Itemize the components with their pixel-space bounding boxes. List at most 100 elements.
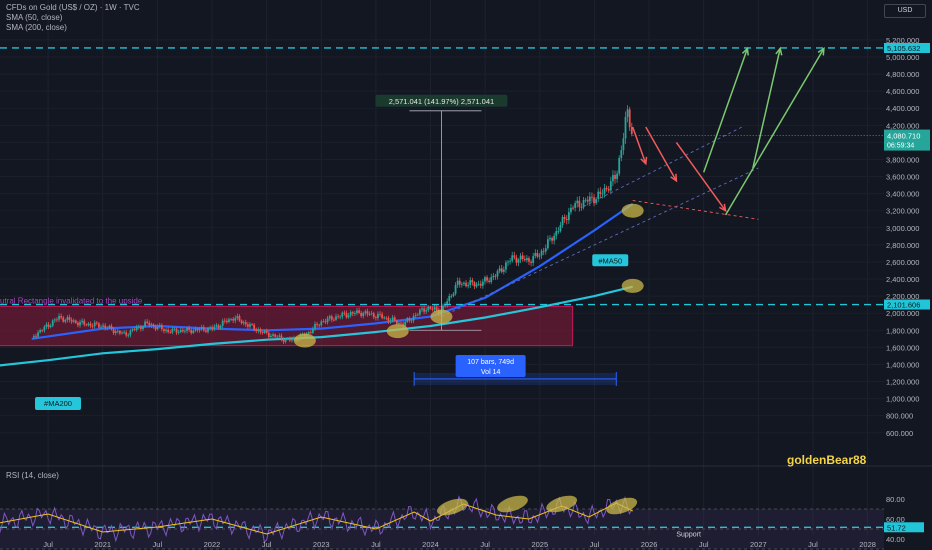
- candle-body: [194, 328, 197, 331]
- x-tick-label: 2023: [313, 540, 330, 549]
- candle-body: [412, 315, 415, 321]
- candle-body: [146, 321, 149, 323]
- candle-body: [221, 320, 224, 326]
- currency-button[interactable]: USD: [884, 4, 926, 18]
- sma200-legend: SMA (200, close): [6, 23, 67, 32]
- candle-body: [125, 332, 128, 336]
- candle-body: [576, 200, 579, 204]
- candle-body: [460, 283, 463, 285]
- rsi-band: [0, 509, 884, 549]
- projection-down-arrow: [631, 126, 647, 165]
- candle-body: [87, 323, 90, 326]
- y-tick-label: 5,200.000: [886, 36, 919, 45]
- candle-body: [108, 325, 111, 328]
- candle-body: [309, 331, 312, 333]
- candle-body: [486, 277, 488, 281]
- candle-body: [341, 312, 344, 317]
- candle-body: [580, 207, 583, 208]
- candle-body: [469, 280, 472, 286]
- candle-body: [345, 313, 348, 318]
- candle-body: [209, 327, 212, 328]
- candle-body: [337, 316, 339, 318]
- candle-body: [450, 295, 453, 297]
- candle-body: [95, 322, 98, 324]
- y-tick-label: 2,800.000: [886, 241, 919, 250]
- candle-body: [408, 318, 411, 321]
- candle-body: [628, 109, 631, 128]
- candle-body: [272, 334, 274, 336]
- projection-up-arrow-head: [741, 46, 749, 56]
- ma200-tag: [35, 397, 81, 410]
- x-tick-label: Jul: [371, 540, 381, 549]
- sma200-line: [0, 285, 633, 367]
- candle-body: [498, 268, 501, 272]
- candle-body: [181, 329, 184, 332]
- rsi-panel: Support: [0, 495, 884, 550]
- candle-body: [51, 320, 54, 326]
- price-series: [32, 105, 633, 344]
- candle-body: [70, 319, 73, 322]
- candle-body: [607, 188, 610, 191]
- projection-down-arrow-head: [670, 173, 678, 183]
- candle-body: [410, 320, 413, 322]
- candle-body: [43, 326, 46, 331]
- candle-body: [586, 199, 589, 202]
- candle-body: [427, 306, 430, 311]
- candle-body: [593, 197, 595, 204]
- candle-body: [230, 318, 232, 320]
- candle-body: [32, 335, 35, 338]
- candle-body: [144, 321, 146, 327]
- x-tick-label: 2022: [204, 540, 221, 549]
- x-tick-label: 2021: [94, 540, 111, 549]
- rsi-legend: RSI (14, close): [6, 471, 59, 480]
- candle-body: [507, 261, 509, 263]
- candle-body: [536, 253, 539, 257]
- current-price-label: 4,080.710: [887, 132, 920, 141]
- projection-up-arrow: [752, 48, 781, 169]
- y-tick-label: 1,600.000: [886, 343, 919, 352]
- candle-body: [236, 316, 239, 319]
- candle-body: [242, 322, 245, 324]
- grid: [0, 0, 932, 535]
- chart-title: CFDs on Gold (US$ / OZ) · 1W · TVC: [6, 3, 140, 12]
- candle-body: [45, 324, 48, 327]
- candle-body: [253, 324, 256, 330]
- candle-body: [404, 321, 407, 327]
- trend-guide: [632, 200, 759, 220]
- candle-body: [481, 281, 484, 286]
- candle-body: [584, 199, 587, 201]
- y-tick-label: 1,400.000: [886, 360, 919, 369]
- candle-body: [364, 311, 367, 313]
- candle-body: [582, 199, 585, 208]
- candle-body: [169, 332, 172, 333]
- x-tick-label: Jul: [808, 540, 818, 549]
- candle-body: [238, 316, 241, 321]
- y-tick-label: 4,600.000: [886, 87, 919, 96]
- candle-body: [320, 321, 323, 326]
- candle-body: [465, 282, 467, 287]
- candle-body: [377, 313, 379, 319]
- candle-body: [85, 324, 88, 326]
- candle-body: [530, 261, 532, 263]
- measure-box: [375, 94, 508, 107]
- candle-body: [112, 329, 115, 334]
- x-tick-label: 2025: [531, 540, 548, 549]
- candle-body: [171, 328, 174, 333]
- candle-body: [190, 329, 193, 334]
- candle-body: [517, 259, 520, 263]
- candle-body: [370, 313, 373, 315]
- candle-body: [188, 327, 191, 330]
- candle-body: [626, 109, 629, 118]
- candle-body: [366, 311, 369, 315]
- touch-highlight: [621, 278, 644, 293]
- candle-body: [234, 318, 237, 321]
- level-tag: [884, 299, 930, 310]
- y-tick-label: 5,000.000: [886, 53, 919, 62]
- candle-body: [257, 329, 260, 332]
- trend-guide: [441, 167, 759, 318]
- candle-body: [456, 280, 459, 286]
- candle-body: [291, 338, 293, 341]
- candle-body: [601, 193, 604, 195]
- candle-body: [379, 313, 381, 315]
